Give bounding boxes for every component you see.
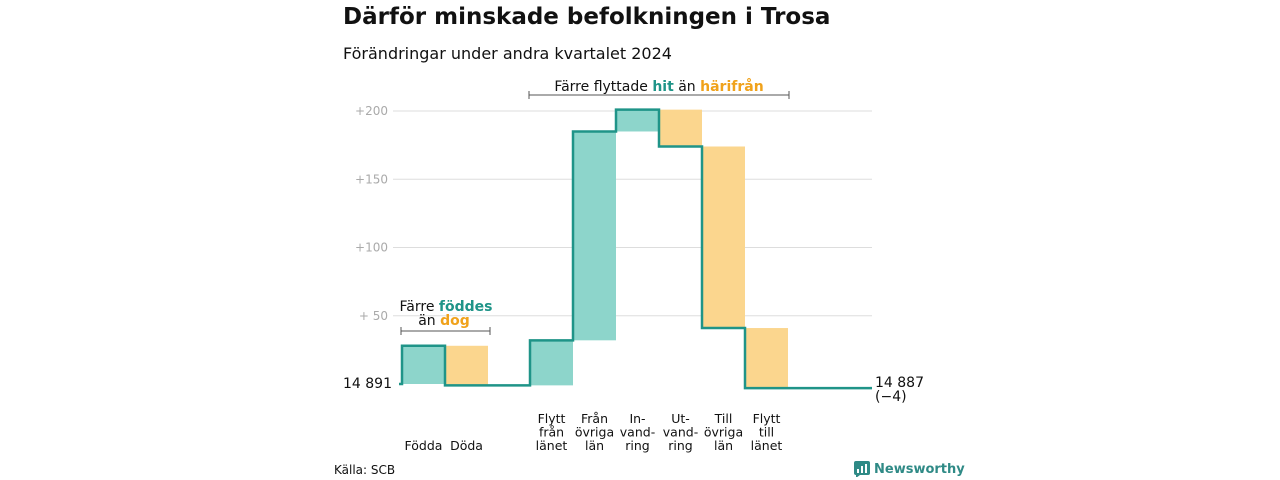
brand-name: Newsworthy <box>874 461 965 477</box>
y-tick-label: +100 <box>355 241 388 255</box>
end-change-label: (−4) <box>875 389 907 405</box>
x-category-label: Döda <box>450 438 483 453</box>
x-category-label: Födda <box>405 438 443 453</box>
waterfall-bar <box>659 109 702 147</box>
x-category-label: Till övriga län <box>704 411 743 453</box>
running-total-line <box>399 108 872 390</box>
chart-subtitle: Förändringar under andra kvartalet 2024 <box>343 44 672 63</box>
y-tick-label: +200 <box>355 104 388 118</box>
waterfall-bar <box>402 345 445 384</box>
annotation-births-line1: Färre föddes <box>400 299 493 315</box>
source-note: Källa: SCB <box>334 463 396 477</box>
y-tick-label: + 50 <box>359 309 388 323</box>
bar-chart-icon <box>854 461 870 477</box>
waterfall-bar <box>573 131 616 341</box>
x-category-label: Från övriga län <box>575 411 614 453</box>
annotation-moves-bracket <box>528 91 790 99</box>
brand-logo: Newsworthy <box>854 461 965 477</box>
x-category-label: Flytt till länet <box>751 411 783 453</box>
end-value-label: 14 887 <box>875 375 924 391</box>
waterfall-bar <box>530 340 573 386</box>
waterfall-bar <box>445 345 488 386</box>
annotation-births-line2: än dog <box>418 313 470 329</box>
x-category-label: Ut-vand-ring <box>663 411 698 453</box>
waterfall-bar <box>745 328 788 389</box>
start-value-label: 14 891 <box>343 376 392 392</box>
x-category-label: Flytt från länet <box>536 411 568 453</box>
waterfall-bar <box>616 109 659 132</box>
chart-title: Därför minskade befolkningen i Trosa <box>343 4 831 30</box>
waterfall-bar <box>702 146 745 329</box>
y-tick-label: +150 <box>355 172 388 186</box>
annotation-moves: Färre flyttade hit än härifrån <box>554 78 763 95</box>
x-category-label: In-vand-ring <box>620 411 655 453</box>
annotation-births-bracket <box>400 327 491 335</box>
